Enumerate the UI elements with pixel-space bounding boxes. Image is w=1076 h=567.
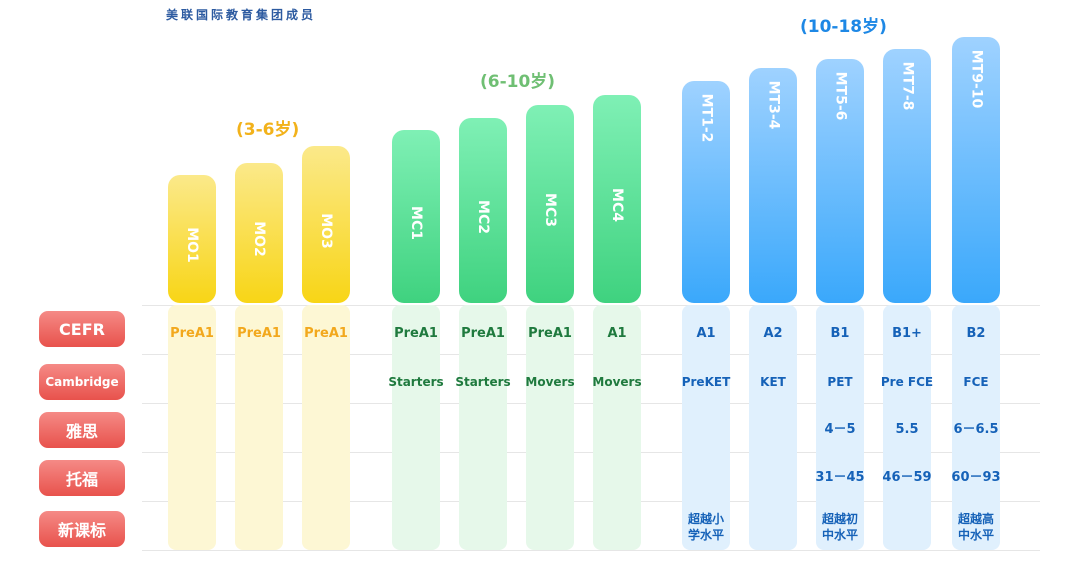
level-bar-mo3	[302, 146, 350, 303]
level-bar-mt3-4	[749, 68, 797, 303]
cell-cambridge: Pre FCE	[880, 375, 934, 389]
age-label-3-6: (3-6岁)	[236, 120, 300, 140]
level-bar-mc1	[392, 130, 440, 303]
cell-cefr: B1	[830, 326, 850, 341]
cell-cefr: PreA1	[461, 326, 505, 341]
row-separator	[142, 305, 1040, 306]
level-code-label: MT3-4	[764, 80, 781, 129]
cell-cefr: B1+	[892, 326, 922, 341]
row-label-toefl: 托福	[39, 460, 125, 496]
cell-cefr: PreA1	[394, 326, 438, 341]
row-label-cambridge: Cambridge	[39, 364, 125, 400]
row-label-cefr: CEFR	[39, 311, 125, 347]
level-code-label: MO2	[250, 221, 267, 257]
level-code-label: MT1-2	[697, 93, 714, 142]
cell-curriculum: 超越小学水平	[688, 512, 725, 542]
cell-toefl: 60－93	[951, 470, 1001, 485]
column-background-mt3-4	[749, 305, 797, 550]
cell-cefr: B2	[966, 326, 986, 341]
level-code-label: MT9-10	[967, 49, 984, 108]
age-label-10-18: (10-18岁)	[800, 17, 887, 37]
row-separator	[142, 501, 1040, 502]
column-background-mo2	[235, 305, 283, 550]
level-bar-mo2	[235, 163, 283, 303]
cell-ielts: 4－5	[824, 422, 856, 437]
cell-cambridge: FCE	[963, 375, 989, 389]
row-label-ielts: 雅思	[39, 412, 125, 448]
column-background-mo1	[168, 305, 216, 550]
level-bar-mt1-2	[682, 81, 730, 303]
level-code-label: MC2	[474, 199, 491, 234]
cell-cambridge: Movers	[592, 375, 642, 389]
row-separator	[142, 452, 1040, 453]
level-code-label: MT5-6	[831, 71, 848, 120]
cell-curriculum: 超越高中水平	[958, 512, 995, 542]
age-label-6-10: (6-10岁)	[480, 72, 556, 92]
cell-cefr: A1	[696, 326, 716, 341]
cell-cefr: PreA1	[304, 326, 348, 341]
column-background-mt7-8	[883, 305, 931, 550]
column-background-mc2	[459, 305, 507, 550]
row-separator	[142, 403, 1040, 404]
column-background-mt9-10	[952, 305, 1000, 550]
row-separator	[142, 354, 1040, 355]
column-background-mc3	[526, 305, 574, 550]
cell-toefl: 46－59	[882, 470, 932, 485]
cell-cefr: PreA1	[170, 326, 214, 341]
level-code-label: MO3	[317, 212, 334, 249]
column-background-mo3	[302, 305, 350, 550]
cell-cambridge: Starters	[388, 375, 444, 389]
column-background-mc4	[593, 305, 641, 550]
level-bar-mo1	[168, 175, 216, 303]
level-bar-mc2	[459, 118, 507, 303]
cell-cambridge: PreKET	[681, 375, 731, 389]
level-bar-mt5-6	[816, 59, 864, 303]
column-background-mt1-2	[682, 305, 730, 550]
column-background-mc1	[392, 305, 440, 550]
level-bar-mc3	[526, 105, 574, 303]
cell-cefr: PreA1	[237, 326, 281, 341]
cell-ielts: 5.5	[895, 422, 919, 437]
cell-cambridge: KET	[760, 375, 786, 389]
level-bar-mt9-10	[952, 37, 1000, 303]
page-header: 美联国际教育集团成员	[166, 8, 317, 22]
cell-toefl: 31－45	[815, 470, 865, 485]
level-code-label: MC1	[407, 205, 424, 240]
level-code-label: MT7-8	[898, 61, 915, 110]
level-code-label: MC4	[608, 188, 625, 222]
row-label-curriculum: 新课标	[39, 511, 125, 547]
level-code-label: MC3	[541, 193, 558, 227]
row-separator	[142, 550, 1040, 551]
cell-cefr: A1	[607, 326, 627, 341]
cell-cefr: PreA1	[528, 326, 572, 341]
level-code-label: MO1	[183, 227, 200, 263]
cell-cambridge: Starters	[455, 375, 511, 389]
cell-ielts: 6－6.5	[953, 422, 999, 437]
level-bar-mt7-8	[883, 49, 931, 303]
cell-curriculum: 超越初中水平	[822, 512, 859, 542]
cell-cefr: A2	[763, 326, 783, 341]
cell-cambridge: PET	[827, 375, 853, 389]
column-background-mt5-6	[816, 305, 864, 550]
level-bar-mc4	[593, 95, 641, 303]
cell-cambridge: Movers	[525, 375, 575, 389]
